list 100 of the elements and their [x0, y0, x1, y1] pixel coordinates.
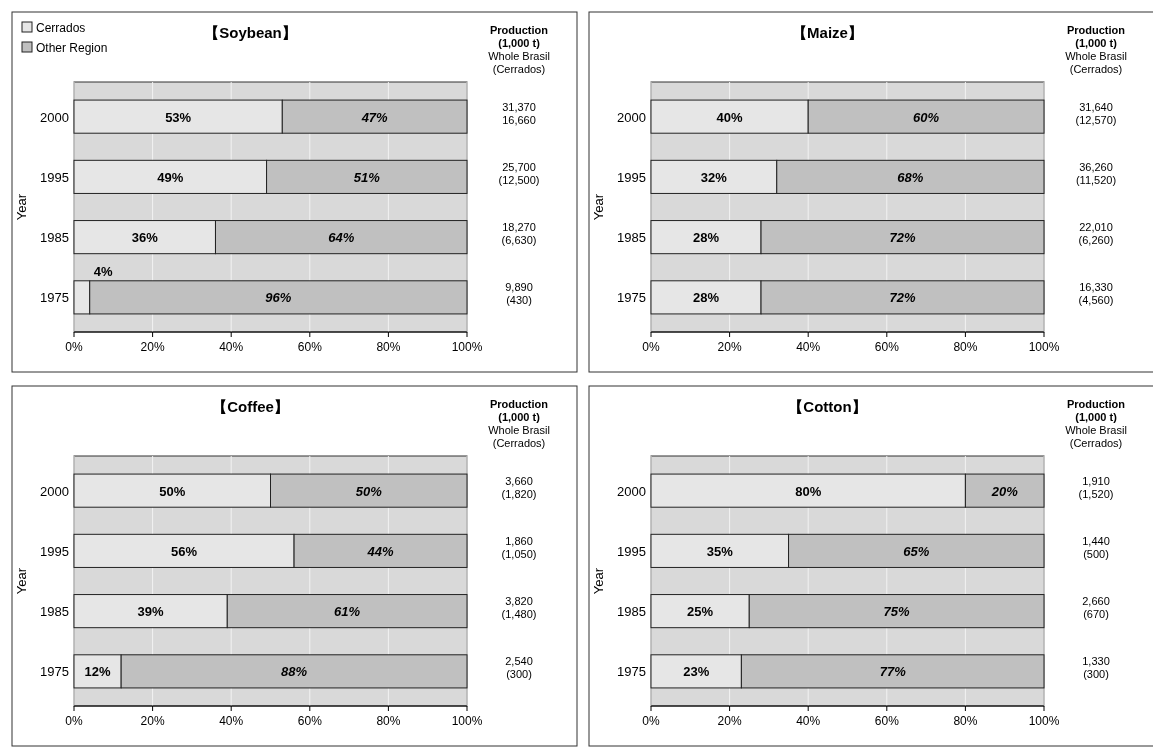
data-label: 20% [990, 483, 1019, 499]
text: Whole Brasil [488, 50, 550, 62]
x-tick-label: 0% [642, 714, 660, 728]
text: 25,700 (12,500) [498, 160, 540, 186]
x-tick-label: 80% [953, 340, 978, 354]
text: (Cerrados) [1069, 437, 1123, 449]
text: 3,660 (1,820) [501, 474, 537, 500]
data-label: 65% [903, 543, 930, 559]
y-tick-label: 1985 [40, 604, 69, 620]
x-tick-label: 100% [451, 340, 483, 354]
y-tick-label: 1975 [40, 664, 69, 680]
text: 16,330 (4,560) [1078, 281, 1114, 307]
data-label: 28% [693, 230, 720, 246]
x-tick-label: 20% [717, 714, 742, 728]
data-label: 51% [353, 169, 381, 185]
data-label: 72% [889, 230, 916, 246]
y-tick-label: 2000 [40, 483, 69, 499]
legend-label: Cerrados [36, 21, 86, 35]
x-tick-label: 60% [874, 714, 900, 728]
x-tick-label: 40% [219, 714, 244, 728]
y-tick-label: 1975 [40, 290, 69, 306]
data-label: 75% [883, 604, 911, 620]
data-label: 35% [706, 543, 734, 559]
text: Production [1066, 24, 1126, 36]
x-tick-label: 40% [796, 714, 821, 728]
chart-title: 【Maize】 [792, 24, 863, 41]
data-label: 50% [355, 483, 383, 499]
y-tick-label: 1975 [617, 664, 646, 680]
text: 1,440 (500) [1082, 534, 1110, 560]
y-tick-label: 1995 [40, 169, 69, 185]
x-tick-label: 40% [796, 340, 821, 354]
text: 2,660 (670) [1082, 595, 1110, 621]
x-tick-label: 100% [1028, 340, 1060, 354]
y-tick-label: 2000 [617, 483, 646, 499]
data-label: 72% [889, 290, 916, 306]
text: 36,260 (11,520) [1075, 160, 1117, 186]
x-tick-label: 60% [297, 714, 323, 728]
text: (Cerrados) [492, 63, 546, 75]
y-tick-label: 1975 [617, 290, 646, 306]
y-axis-title: Year [591, 567, 606, 595]
data-label: 23% [683, 664, 710, 680]
text: Whole Brasil [1065, 50, 1127, 62]
x-tick-label: 20% [140, 714, 165, 728]
text: 1,910 (1,520) [1078, 474, 1114, 500]
data-label: 39% [137, 604, 165, 620]
text: 31,370 16,660 [502, 100, 536, 126]
text: Production [1066, 398, 1126, 410]
data-label: 25% [687, 604, 714, 620]
data-label: 44% [366, 543, 394, 559]
x-tick-label: 80% [376, 714, 401, 728]
data-label: 32% [700, 169, 728, 185]
data-label: 88% [281, 664, 308, 680]
x-tick-label: 80% [376, 340, 401, 354]
text: (1,000 t) [498, 411, 541, 423]
text: 9,890 (430) [505, 281, 533, 307]
data-label: 60% [913, 109, 940, 125]
data-label: 53% [165, 109, 192, 125]
data-label: 56% [171, 543, 198, 559]
data-label: 47% [360, 109, 389, 125]
data-label: 77% [879, 664, 907, 680]
text: (1,000 t) [1075, 411, 1118, 423]
x-tick-label: 0% [65, 340, 83, 354]
text: Whole Brasil [488, 424, 550, 436]
y-tick-label: 1995 [617, 169, 646, 185]
data-label: 61% [334, 604, 361, 620]
text: (Cerrados) [1069, 63, 1123, 75]
y-tick-label: 1995 [40, 543, 69, 559]
text: Whole Brasil [1065, 424, 1127, 436]
x-tick-label: 100% [1028, 714, 1060, 728]
data-label: 12% [84, 664, 112, 680]
y-tick-label: 1985 [617, 604, 646, 620]
text: Production [489, 398, 549, 410]
data-label: 64% [328, 230, 355, 246]
data-label: 68% [897, 169, 924, 185]
text: 18,270 (6,630) [501, 221, 537, 247]
text: (1,000 t) [498, 37, 541, 49]
chart-title: 【Soybean】 [204, 24, 297, 41]
data-label: 40% [716, 109, 744, 125]
x-tick-label: 20% [140, 340, 165, 354]
x-tick-label: 0% [642, 340, 660, 354]
y-tick-label: 1995 [617, 543, 646, 559]
x-tick-label: 40% [219, 340, 244, 354]
y-axis-title: Year [14, 567, 29, 595]
y-axis-title: Year [14, 193, 29, 221]
data-label: 49% [157, 169, 184, 185]
text: 2,540 (300) [505, 655, 533, 681]
y-tick-label: 1985 [40, 230, 69, 246]
y-tick-label: 1985 [617, 230, 646, 246]
y-axis-title: Year [591, 193, 606, 221]
text: (1,000 t) [1075, 37, 1118, 49]
x-tick-label: 80% [953, 714, 978, 728]
x-tick-label: 0% [65, 714, 83, 728]
data-label: 28% [693, 290, 720, 306]
text: 3,820 (1,480) [501, 595, 537, 621]
text: 31,640 (12,570) [1075, 100, 1117, 126]
data-label: 50% [159, 483, 186, 499]
text: 22,010 (6,260) [1078, 221, 1114, 247]
data-label: 36% [131, 230, 159, 246]
data-label: 80% [795, 483, 822, 499]
text: (Cerrados) [492, 437, 546, 449]
